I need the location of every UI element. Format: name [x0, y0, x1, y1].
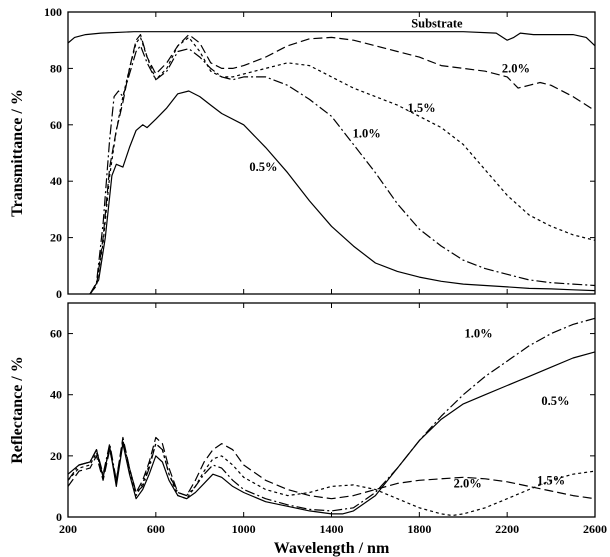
trans-series-substrate — [67, 31, 596, 47]
refl-x-tick-label: 200 — [59, 522, 77, 536]
refl-x-tick-label: 1400 — [320, 522, 344, 536]
refl-annotation: 1.0% — [465, 327, 493, 341]
refl-y-tick-label: 60 — [50, 327, 62, 341]
trans-annotation: Substrate — [411, 16, 463, 30]
trans-series-1-5 — [89, 36, 596, 295]
trans-y-tick-label: 40 — [50, 174, 62, 188]
trans-y-tick-label: 0 — [56, 287, 62, 301]
trans-series-1-0 — [89, 45, 596, 295]
refl-annotation: 1.5% — [537, 473, 565, 487]
transmittance-panel: 0 20 40 60 80 100 Transmittance / % Substrate 2.… — [9, 5, 596, 301]
trans-annotation: 0.5% — [249, 160, 277, 174]
trans-series-2-0 — [89, 33, 596, 295]
trans-plot-frame — [67, 11, 596, 295]
reflectance-panel: 0 20 40 60 200 600 1000 1400 1800 2200 2600 Reflect… — [9, 302, 607, 557]
refl-series-0-5 — [67, 351, 596, 515]
trans-annotation: 1.0% — [353, 126, 381, 140]
trans-y-tick-label: 60 — [50, 118, 62, 132]
trans-annotation: 2.0% — [502, 61, 530, 75]
refl-x-tick-label: 1800 — [407, 522, 431, 536]
refl-y-axis-title: Reflectance / % — [9, 356, 26, 464]
refl-x-tick-label: 600 — [147, 522, 165, 536]
refl-x-tick-label: 1000 — [232, 522, 256, 536]
refl-series-2-0 — [67, 436, 596, 500]
refl-series-1-0 — [67, 317, 596, 512]
refl-x-tick-label: 2200 — [495, 522, 519, 536]
trans-series-0-5 — [89, 90, 596, 295]
refl-annotation: 2.0% — [454, 476, 482, 490]
refl-x-axis-title: Wavelength / nm — [274, 540, 390, 557]
refl-series-1-5 — [67, 440, 596, 517]
refl-x-tick-label: 2600 — [583, 522, 607, 536]
trans-y-tick-label: 80 — [50, 61, 62, 75]
trans-y-tick-label: 20 — [50, 231, 62, 245]
trans-annotation: 1.5% — [407, 101, 435, 115]
refl-y-tick-label: 20 — [50, 449, 62, 463]
trans-y-axis-title: Transmittance / % — [9, 89, 26, 217]
refl-y-tick-label: 0 — [56, 510, 62, 524]
refl-plot-frame — [67, 302, 596, 518]
trans-y-tick-label: 100 — [44, 5, 62, 19]
refl-y-tick-label: 40 — [50, 388, 62, 402]
refl-annotation: 0.5% — [541, 394, 569, 408]
